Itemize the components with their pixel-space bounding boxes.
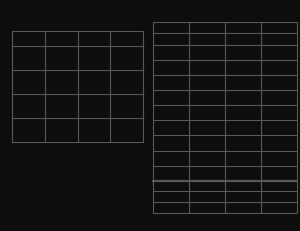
Bar	[153, 23, 297, 213]
Bar	[12, 32, 143, 142]
